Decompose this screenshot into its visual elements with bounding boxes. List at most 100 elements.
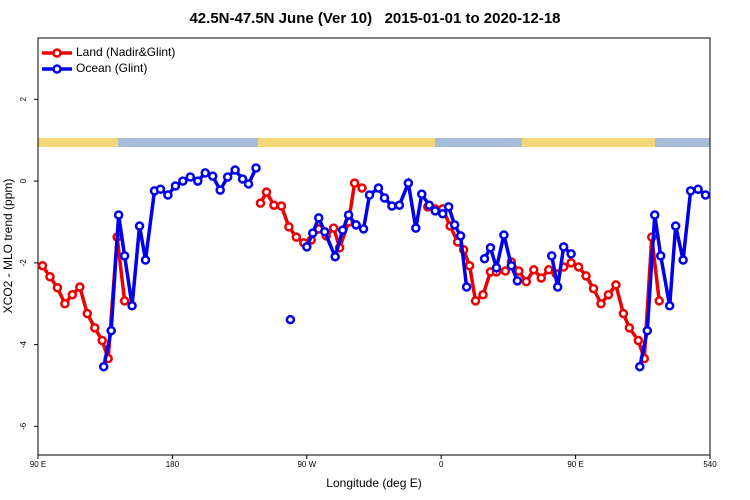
data-point xyxy=(581,271,591,281)
data-point xyxy=(411,223,421,233)
data-point xyxy=(394,200,405,210)
data-point xyxy=(603,289,614,300)
data-point xyxy=(514,266,524,276)
data-point xyxy=(313,213,324,223)
data-point xyxy=(330,251,340,262)
data-point xyxy=(536,273,547,283)
data-point xyxy=(302,242,312,252)
data-point xyxy=(566,258,576,268)
data-point xyxy=(364,190,375,200)
data-point xyxy=(443,202,454,212)
y-tick-label: -2 xyxy=(19,259,28,267)
y-axis-label: XCO2 - MLO trend (ppm) xyxy=(1,179,15,314)
data-point xyxy=(649,210,660,220)
data-point xyxy=(500,266,511,276)
data-point xyxy=(642,325,653,336)
land-ocean-strip xyxy=(38,138,710,147)
series-line xyxy=(638,187,707,368)
data-point xyxy=(461,282,472,292)
data-point xyxy=(512,276,523,286)
data-point xyxy=(566,249,576,259)
data-point xyxy=(573,262,584,272)
data-point xyxy=(506,260,517,271)
data-point xyxy=(470,296,481,306)
data-point xyxy=(479,254,490,264)
data-point xyxy=(685,186,696,196)
data-point xyxy=(596,298,606,309)
data-point xyxy=(319,227,330,237)
data-point xyxy=(52,283,63,293)
data-point xyxy=(230,165,240,175)
data-point xyxy=(455,231,466,241)
x-tick-label: 90 W xyxy=(297,460,316,469)
data-point xyxy=(119,251,130,261)
y-tick-label: -4 xyxy=(19,341,28,349)
data-point xyxy=(430,206,440,216)
data-point xyxy=(60,298,70,309)
data-point xyxy=(98,361,109,372)
y-tick-label: -6 xyxy=(19,422,28,430)
data-point xyxy=(521,276,532,287)
data-point xyxy=(558,242,569,252)
data-point xyxy=(552,282,563,292)
series-line xyxy=(549,243,573,288)
series-line xyxy=(101,167,258,368)
data-point xyxy=(624,323,635,333)
data-point xyxy=(243,179,254,189)
data-point xyxy=(611,280,621,290)
data-point xyxy=(654,296,664,306)
data-point xyxy=(261,187,272,197)
data-point xyxy=(358,224,369,234)
data-point xyxy=(373,183,384,193)
data-point xyxy=(403,178,414,188)
data-point xyxy=(215,185,225,195)
legend-marker xyxy=(52,64,62,74)
data-point xyxy=(140,255,151,265)
data-point xyxy=(437,209,448,219)
data-point xyxy=(529,265,539,275)
data-point xyxy=(417,189,427,199)
data-point xyxy=(449,220,460,230)
x-tick-label: 90 E xyxy=(567,460,583,469)
data-point xyxy=(700,190,711,200)
chart-title: 42.5N-47.5N June (Ver 10) 2015-01-01 to … xyxy=(189,10,560,27)
data-point xyxy=(251,163,261,173)
y-tick-label: 2 xyxy=(19,97,28,102)
data-point xyxy=(237,174,248,184)
data-point xyxy=(337,225,348,235)
data-point xyxy=(588,283,599,294)
data-point xyxy=(670,221,681,231)
data-point xyxy=(478,289,488,300)
data-point xyxy=(693,184,703,195)
data-point xyxy=(343,210,354,220)
data-point xyxy=(633,335,644,346)
data-point xyxy=(618,308,629,319)
x-tick-label: 180 xyxy=(166,460,180,469)
data-point xyxy=(113,210,124,220)
data-point xyxy=(178,176,188,186)
data-point xyxy=(134,221,145,231)
data-point xyxy=(106,325,116,336)
x-tick-label: 0 xyxy=(439,460,444,469)
x-tick-label: 90 E xyxy=(30,460,46,469)
legend-label: Ocean (Glint) xyxy=(76,61,147,75)
data-point xyxy=(269,200,279,210)
data-point xyxy=(127,301,137,311)
data-point xyxy=(635,361,645,372)
data-point xyxy=(285,314,296,325)
data-point xyxy=(678,255,688,265)
plot-frame xyxy=(37,37,711,456)
data-point xyxy=(75,282,85,292)
data-point xyxy=(543,265,554,275)
data-point xyxy=(357,183,367,193)
data-point xyxy=(163,190,173,200)
x-tick-label: 540 xyxy=(703,460,717,469)
data-point xyxy=(255,198,266,208)
data-point xyxy=(328,223,339,233)
legend-label: Land (Nadir&Glint) xyxy=(76,45,175,59)
data-point xyxy=(485,242,496,253)
x-axis-label: Longitude (deg E) xyxy=(326,476,421,490)
data-point xyxy=(491,263,502,273)
data-point xyxy=(82,308,93,319)
